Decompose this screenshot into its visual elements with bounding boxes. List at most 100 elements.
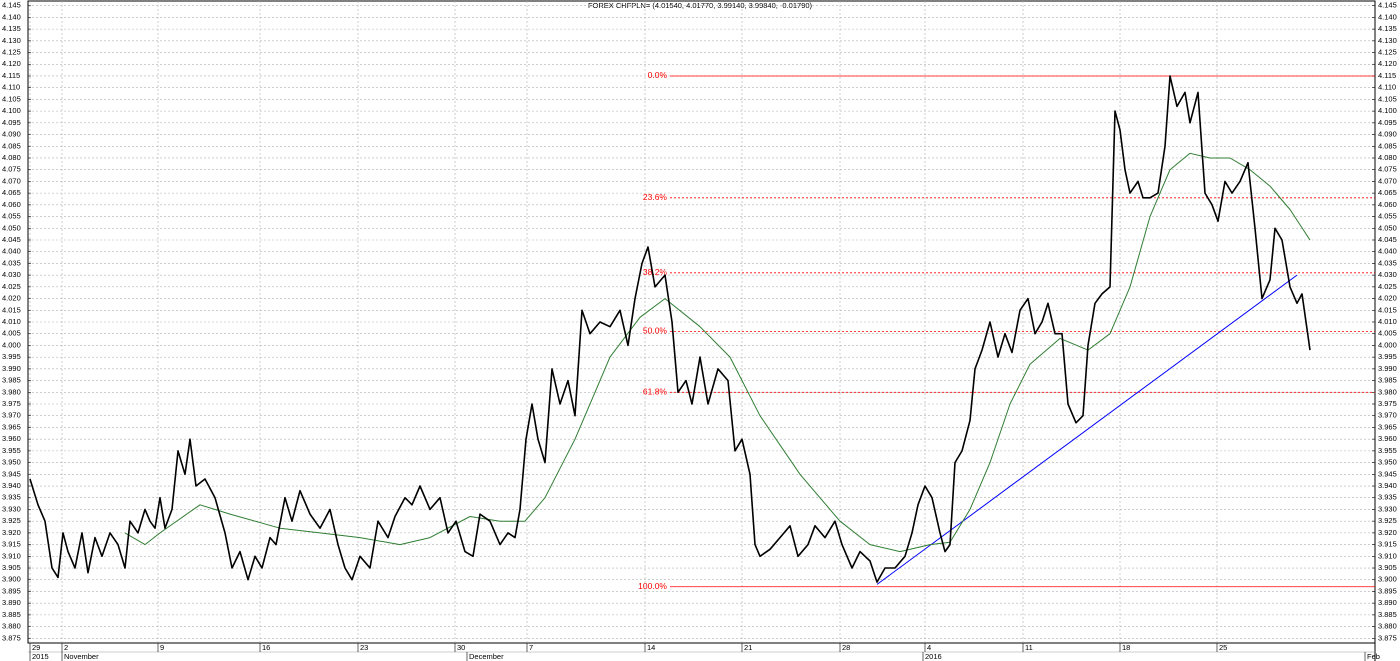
y-tick-label: 4.025 [2,282,21,291]
y-tick-label-right: 4.115 [1378,71,1396,80]
x-tick-label: 7 [529,643,533,652]
y-tick-label: 4.100 [2,106,21,115]
y-tick-label-right: 4.035 [1378,258,1397,267]
period-label: 2016 [925,652,942,661]
series-line [124,152,1311,553]
y-tick-label-right: 3.905 [1378,563,1397,572]
y-tick-label: 4.130 [2,36,21,45]
y-tick-label: 4.080 [2,153,21,162]
y-tick-label-right: 3.920 [1378,528,1397,537]
x-tick-label: 25 [1219,643,1227,652]
y-tick-label-right: 4.010 [1378,317,1397,326]
y-tick-label: 3.995 [2,352,21,361]
y-tick-label-right: 4.075 [1378,165,1397,174]
y-tick-label-right: 4.070 [1378,176,1397,185]
y-tick-label: 4.055 [2,212,21,221]
x-tick-label: 23 [360,643,368,652]
y-tick-label: 4.145 [2,1,21,10]
y-tick-label-right: 3.930 [1378,504,1397,513]
y-tick-label-right: 4.060 [1378,200,1397,209]
x-tick-label: 28 [842,643,850,652]
y-tick-label: 3.990 [2,364,21,373]
period-label: 2015 [32,652,49,661]
period-label: December [469,652,504,661]
y-tick-label: 4.065 [2,188,21,197]
y-tick-label-right: 3.925 [1378,516,1397,525]
y-tick-label-right: 4.135 [1378,24,1397,33]
y-tick-label-right: 3.890 [1378,598,1397,607]
y-tick-label: 3.950 [2,458,21,467]
y-tick-label: 4.115 [2,71,20,80]
y-tick-label-right: 3.990 [1378,364,1397,373]
fib-label: 61.8% [643,387,668,397]
fib-label: 50.0% [643,326,668,336]
y-tick-label-right: 4.085 [1378,141,1397,150]
y-tick-label: 3.890 [2,598,21,607]
y-tick-label: 3.885 [2,610,21,619]
period-label: Feb [1367,652,1380,661]
y-tick-label: 4.005 [2,329,21,338]
x-tick-label: 21 [744,643,752,652]
y-tick-label-right: 3.965 [1378,422,1397,431]
y-tick-label-right: 4.050 [1378,223,1397,232]
y-tick-label-right: 4.020 [1378,294,1397,303]
y-tick-label-right: 4.095 [1378,118,1397,127]
y-tick-label-right: 3.960 [1378,434,1397,443]
x-tick-label: 14 [647,643,655,652]
y-tick-label: 3.915 [2,540,21,549]
y-tick-label-right: 3.895 [1378,586,1397,595]
y-tick-label: 4.030 [2,270,21,279]
y-tick-label: 4.050 [2,223,21,232]
y-tick-label-right: 3.950 [1378,458,1397,467]
x-tick-label: 2 [64,643,68,652]
y-tick-label-right: 3.910 [1378,551,1397,560]
y-tick-label-right: 4.030 [1378,270,1397,279]
y-tick-label-right: 3.975 [1378,399,1397,408]
y-tick-label-right: 4.015 [1378,305,1397,314]
y-tick-label: 3.900 [2,575,21,584]
y-tick-label: 4.000 [2,340,21,349]
y-tick-label: 4.045 [2,235,21,244]
y-tick-label: 4.070 [2,176,21,185]
x-tick-label: 4 [927,643,931,652]
x-tick-label: 9 [160,643,164,652]
y-tick-label-right: 3.985 [1378,376,1397,385]
y-tick-label-right: 4.040 [1378,247,1397,256]
y-tick-label: 3.940 [2,481,21,490]
y-tick-label: 4.010 [2,317,21,326]
period-label: November [64,652,99,661]
y-tick-label: 3.920 [2,528,21,537]
y-tick-label-right: 3.940 [1378,481,1397,490]
y-tick-label-right: 3.915 [1378,540,1397,549]
y-tick-label: 4.105 [2,94,21,103]
y-tick-label: 4.135 [2,24,21,33]
y-tick-label: 4.035 [2,258,21,267]
fib-label: 23.6% [643,192,668,202]
y-tick-label-right: 4.000 [1378,340,1397,349]
y-tick-label: 3.955 [2,446,21,455]
y-tick-label: 3.925 [2,516,21,525]
y-tick-label: 4.120 [2,59,21,68]
y-tick-label: 3.895 [2,586,21,595]
y-tick-label: 4.075 [2,165,21,174]
x-tick-label: 18 [1122,643,1130,652]
y-tick-label-right: 4.120 [1378,59,1397,68]
y-tick-label: 3.965 [2,422,21,431]
y-tick-label-right: 4.105 [1378,94,1397,103]
series-line [876,274,1298,585]
x-tick-label: 29 [32,643,40,652]
x-tick-label: 30 [457,643,465,652]
y-tick-label: 3.985 [2,376,21,385]
y-tick-label-right: 4.045 [1378,235,1397,244]
y-tick-label-right: 3.995 [1378,352,1397,361]
y-tick-label: 3.980 [2,387,21,396]
y-tick-label-right: 4.140 [1378,12,1397,21]
y-tick-label: 4.125 [2,48,21,57]
y-tick-label-right: 4.065 [1378,188,1397,197]
y-tick-label-right: 3.880 [1378,622,1397,631]
y-tick-label: 3.875 [2,633,21,642]
y-tick-label: 4.020 [2,294,21,303]
x-tick-label: 16 [262,643,270,652]
